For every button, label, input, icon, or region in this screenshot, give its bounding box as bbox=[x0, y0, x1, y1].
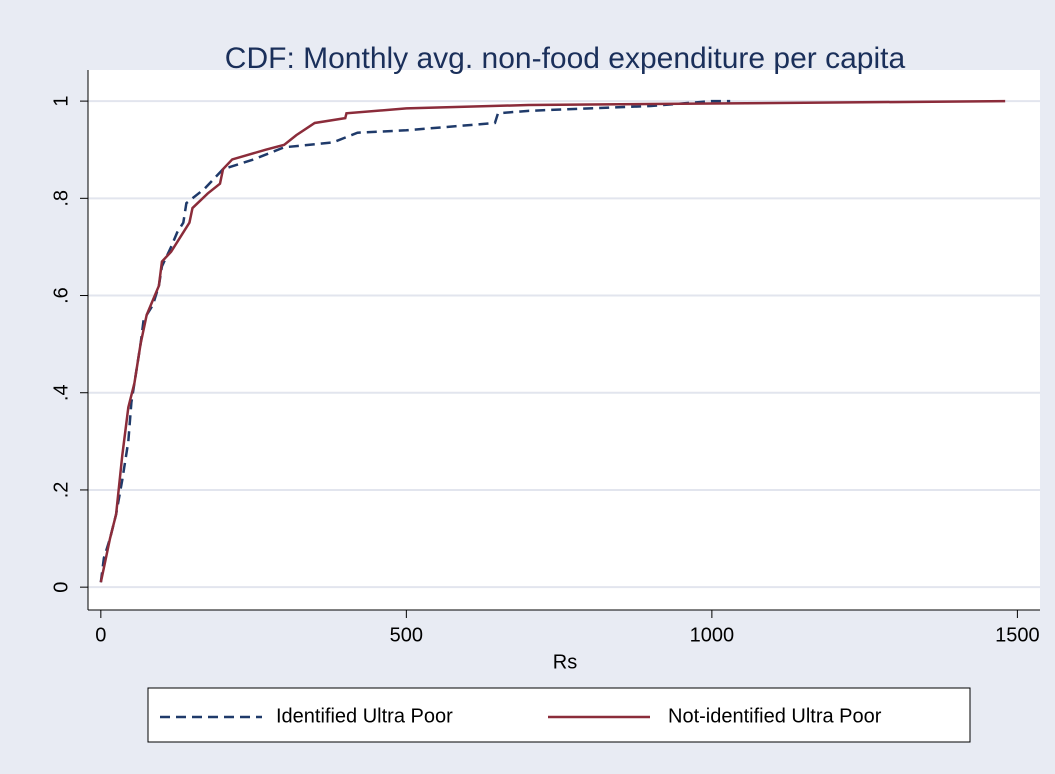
y-tick-label: .8 bbox=[50, 190, 72, 207]
legend-label: Identified Ultra Poor bbox=[276, 705, 453, 727]
legend-label: Not-identified Ultra Poor bbox=[668, 705, 882, 727]
plot-area bbox=[88, 70, 1040, 610]
y-tick-label: 0 bbox=[50, 582, 72, 593]
x-tick-label: 1500 bbox=[995, 624, 1040, 646]
x-tick-label: 0 bbox=[95, 624, 106, 646]
chart-title: CDF: Monthly avg. non-food expenditure p… bbox=[225, 42, 906, 75]
y-tick-label: .4 bbox=[50, 384, 72, 401]
x-tick-label: 1000 bbox=[690, 624, 735, 646]
series-line bbox=[99, 99, 1006, 583]
legend bbox=[147, 687, 971, 743]
series-line bbox=[99, 99, 731, 583]
x-tick-label: 500 bbox=[390, 624, 423, 646]
y-tick-label: .2 bbox=[50, 482, 72, 499]
y-tick-label: .6 bbox=[50, 287, 72, 304]
x-axis-label: Rs bbox=[553, 651, 577, 673]
y-tick-label: 1 bbox=[50, 96, 72, 107]
